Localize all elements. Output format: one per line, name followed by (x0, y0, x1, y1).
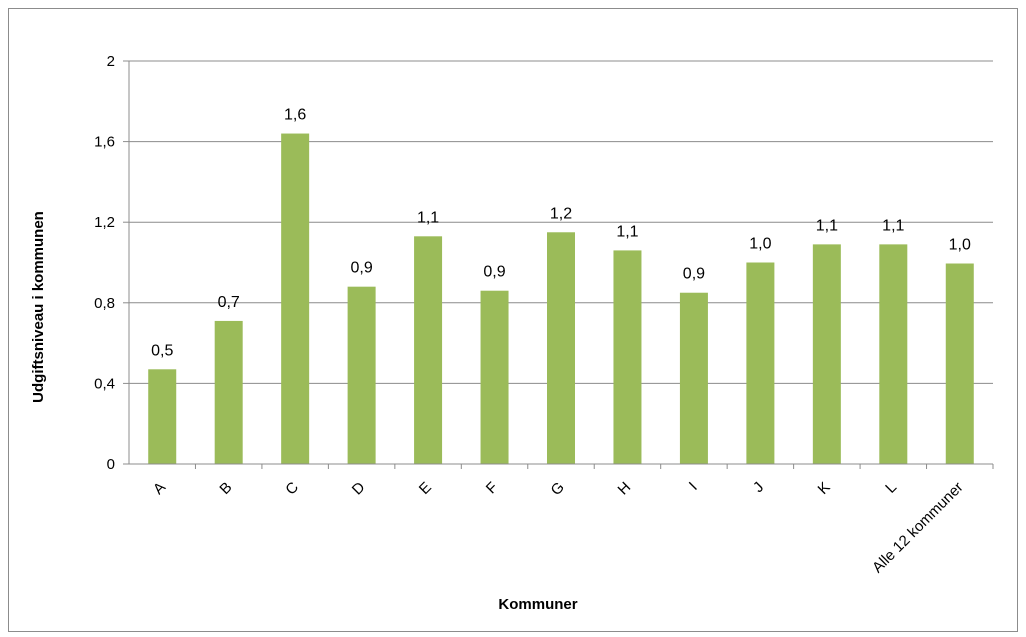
bar (746, 262, 775, 464)
chart-frame: 0 0,4 0,8 1,2 1,6 2 A B C D E F G H I J K L Alle 12 kommu… (8, 8, 1018, 632)
x-axis-title: Kommuner (498, 596, 577, 613)
x-tick-label: J (750, 479, 767, 496)
y-tick-labels: 0 0,4 0,8 1,2 1,6 2 (94, 53, 115, 473)
x-tick-label: I (686, 479, 701, 494)
data-label: 1,1 (417, 209, 439, 226)
bar (547, 232, 575, 464)
x-tick-label: F (483, 479, 502, 498)
data-label: 1,6 (284, 107, 306, 124)
y-tick-label: 0 (107, 456, 115, 473)
data-label: 1,0 (749, 236, 771, 253)
bar (347, 286, 376, 464)
y-axis-title: Udgiftsniveau i kommunen (30, 211, 47, 403)
y-tick-label: 0,4 (94, 375, 115, 392)
data-label: 0,7 (218, 294, 240, 311)
x-tick-label: A (150, 479, 169, 498)
bar (148, 369, 177, 464)
data-label: 1,1 (882, 217, 904, 234)
x-tick-label: B (216, 479, 235, 498)
x-tick-label: C (282, 479, 302, 499)
data-label: 0,9 (483, 264, 505, 281)
bar (214, 320, 243, 464)
bar (945, 263, 974, 464)
data-label: 0,9 (683, 266, 705, 283)
x-tick-label: E (416, 479, 435, 498)
bar (812, 244, 841, 464)
data-label: 1,2 (550, 205, 572, 222)
y-tick-label: 1,6 (94, 134, 115, 151)
data-label: 1,0 (949, 237, 971, 254)
x-tick-label: H (615, 479, 635, 499)
data-label: 1,1 (616, 223, 638, 240)
gridlines (123, 60, 993, 465)
data-labels: 0,5 0,7 1,6 0,9 1,1 0,9 1,2 1,1 0,9 1,0 1,1 1,1 1,0 (151, 107, 971, 360)
y-tick-label: 2 (107, 53, 115, 70)
data-label: 0,9 (350, 260, 372, 277)
y-tick-label: 1,2 (94, 214, 115, 231)
x-tick-label: L (882, 479, 900, 497)
bar (281, 133, 310, 464)
x-tick-label: K (815, 479, 834, 498)
bar (414, 236, 443, 464)
bar (679, 292, 708, 464)
bar (613, 250, 642, 464)
bars (148, 133, 974, 464)
x-tick-label: Alle 12 kommuner (869, 479, 967, 577)
y-tick-label: 0,8 (94, 295, 115, 312)
x-tick-label: G (548, 479, 568, 499)
bar (480, 290, 509, 464)
bar (879, 244, 908, 464)
data-label: 1,1 (816, 217, 838, 234)
data-label: 0,5 (151, 342, 173, 359)
axes (128, 61, 994, 469)
x-tick-label: D (349, 479, 369, 499)
